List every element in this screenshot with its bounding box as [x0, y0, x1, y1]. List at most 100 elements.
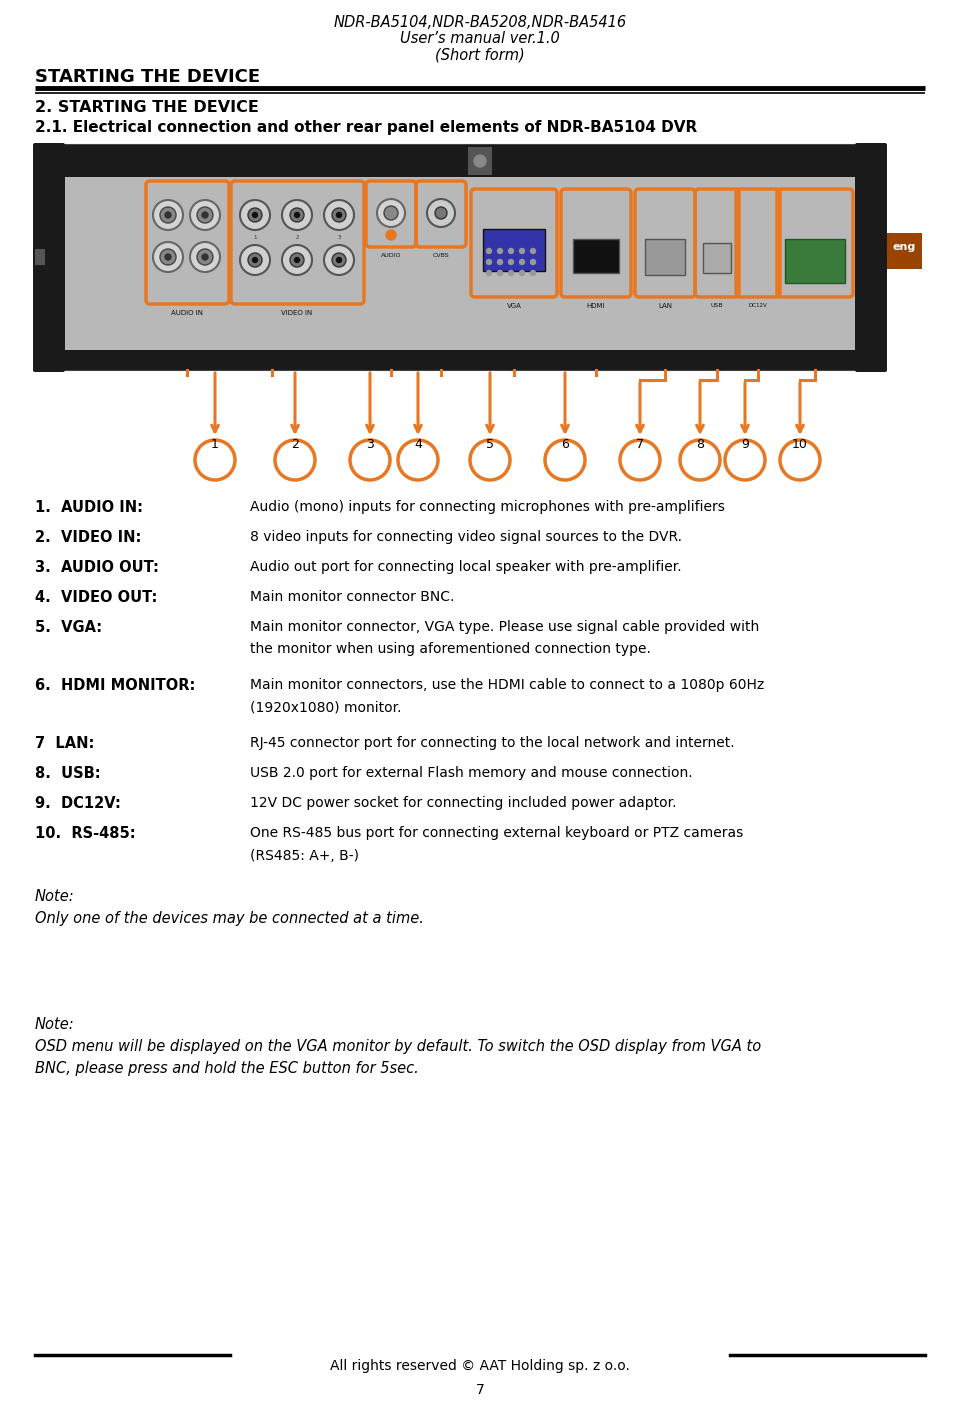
Text: 1: 1 — [211, 439, 219, 451]
Circle shape — [487, 259, 492, 265]
Circle shape — [519, 248, 524, 254]
Circle shape — [398, 440, 438, 481]
Circle shape — [202, 212, 208, 219]
Circle shape — [240, 200, 270, 230]
Circle shape — [427, 199, 455, 227]
Text: (1920x1080) monitor.: (1920x1080) monitor. — [250, 700, 401, 715]
Circle shape — [153, 242, 183, 272]
Text: 7: 7 — [475, 1383, 485, 1397]
Circle shape — [519, 259, 524, 265]
Text: 10: 10 — [792, 439, 808, 451]
Circle shape — [282, 200, 312, 230]
Circle shape — [531, 259, 536, 265]
Text: 12V DC power socket for connecting included power adaptor.: 12V DC power socket for connecting inclu… — [250, 796, 677, 810]
Text: Only one of the devices may be connected at a time.: Only one of the devices may be connected… — [35, 911, 424, 926]
Circle shape — [497, 248, 502, 254]
Text: NDR-BA5104,NDR-BA5208,NDR-BA5416: NDR-BA5104,NDR-BA5208,NDR-BA5416 — [333, 15, 627, 29]
Text: Main monitor connector, VGA type. Please use signal cable provided with: Main monitor connector, VGA type. Please… — [250, 621, 759, 635]
Text: 2: 2 — [296, 235, 299, 240]
Circle shape — [519, 270, 524, 276]
Circle shape — [470, 440, 510, 481]
Text: 9.  DC12V:: 9. DC12V: — [35, 796, 121, 811]
Text: User’s manual ver.1.0: User’s manual ver.1.0 — [400, 31, 560, 46]
Text: AUDIO: AUDIO — [381, 254, 401, 258]
Circle shape — [252, 258, 257, 262]
Text: 2.1. Electrical connection and other rear panel elements of NDR-BA5104 DVR: 2.1. Electrical connection and other rea… — [35, 120, 697, 134]
Circle shape — [248, 254, 262, 268]
Text: 3: 3 — [366, 439, 374, 451]
Text: DC12V: DC12V — [749, 303, 767, 308]
Text: 8.  USB:: 8. USB: — [35, 766, 101, 782]
Circle shape — [165, 212, 171, 219]
Text: USB: USB — [710, 303, 723, 308]
Circle shape — [497, 259, 502, 265]
Circle shape — [282, 245, 312, 275]
Bar — [573, 240, 619, 273]
Text: Main monitor connectors, use the HDMI cable to connect to a 1080p 60Hz: Main monitor connectors, use the HDMI ca… — [250, 678, 764, 692]
Text: 9: 9 — [741, 439, 749, 451]
Text: AUDIO IN: AUDIO IN — [171, 310, 203, 317]
Circle shape — [160, 207, 176, 223]
Text: 5: 5 — [486, 439, 494, 451]
Bar — [35, 144, 885, 370]
Text: 8 video inputs for connecting video signal sources to the DVR.: 8 video inputs for connecting video sign… — [250, 530, 682, 544]
Text: 7  LAN:: 7 LAN: — [35, 737, 94, 751]
Circle shape — [248, 207, 262, 221]
Text: BNC, please press and hold the ESC button for 5sec.: BNC, please press and hold the ESC butto… — [35, 1061, 419, 1076]
Text: 1: 1 — [253, 235, 256, 240]
Circle shape — [487, 248, 492, 254]
Circle shape — [165, 254, 171, 261]
Text: 3.  AUDIO OUT:: 3. AUDIO OUT: — [35, 560, 158, 574]
Circle shape — [509, 259, 514, 265]
Circle shape — [487, 270, 492, 276]
Circle shape — [275, 440, 315, 481]
Circle shape — [474, 156, 486, 167]
Circle shape — [295, 213, 300, 217]
Circle shape — [680, 440, 720, 481]
Circle shape — [337, 213, 342, 217]
Circle shape — [725, 440, 765, 481]
Circle shape — [295, 258, 300, 262]
Circle shape — [202, 254, 208, 261]
Text: the monitor when using aforementioned connection type.: the monitor when using aforementioned co… — [250, 642, 651, 656]
Text: Audio (mono) inputs for connecting microphones with pre-amplifiers: Audio (mono) inputs for connecting micro… — [250, 500, 725, 514]
Bar — [703, 242, 731, 273]
Bar — [645, 240, 685, 275]
Bar — [35, 249, 45, 265]
Circle shape — [332, 254, 346, 268]
Circle shape — [197, 249, 213, 265]
Circle shape — [509, 270, 514, 276]
Text: LAN: LAN — [658, 303, 672, 310]
Circle shape — [153, 200, 183, 230]
Bar — [483, 228, 545, 270]
Circle shape — [386, 230, 396, 240]
FancyBboxPatch shape — [855, 143, 887, 373]
Text: 8: 8 — [696, 439, 704, 451]
Circle shape — [509, 248, 514, 254]
Text: Note:: Note: — [35, 1017, 75, 1031]
Bar — [35, 144, 885, 177]
Bar — [785, 240, 845, 283]
Text: CVBS: CVBS — [433, 254, 449, 258]
Text: 2: 2 — [291, 439, 299, 451]
Text: 6: 6 — [561, 439, 569, 451]
Circle shape — [350, 440, 390, 481]
Text: USB 2.0 port for external Flash memory and mouse connection.: USB 2.0 port for external Flash memory a… — [250, 766, 692, 780]
Bar — [35, 350, 885, 370]
Circle shape — [435, 207, 447, 219]
Circle shape — [324, 245, 354, 275]
Text: 7: 7 — [636, 439, 644, 451]
Text: 1.  AUDIO IN:: 1. AUDIO IN: — [35, 500, 143, 516]
Bar — [468, 147, 492, 175]
FancyBboxPatch shape — [33, 143, 65, 373]
Text: 10.  RS-485:: 10. RS-485: — [35, 827, 135, 842]
Text: 5.  VGA:: 5. VGA: — [35, 621, 102, 635]
Circle shape — [290, 254, 304, 268]
Text: OSD menu will be displayed on the VGA monitor by default. To switch the OSD disp: OSD menu will be displayed on the VGA mo… — [35, 1038, 761, 1054]
Text: 4: 4 — [414, 439, 422, 451]
Circle shape — [531, 248, 536, 254]
Text: eng: eng — [893, 242, 916, 252]
Circle shape — [620, 440, 660, 481]
Text: Main monitor connector BNC.: Main monitor connector BNC. — [250, 590, 454, 604]
Text: 3: 3 — [337, 235, 341, 240]
